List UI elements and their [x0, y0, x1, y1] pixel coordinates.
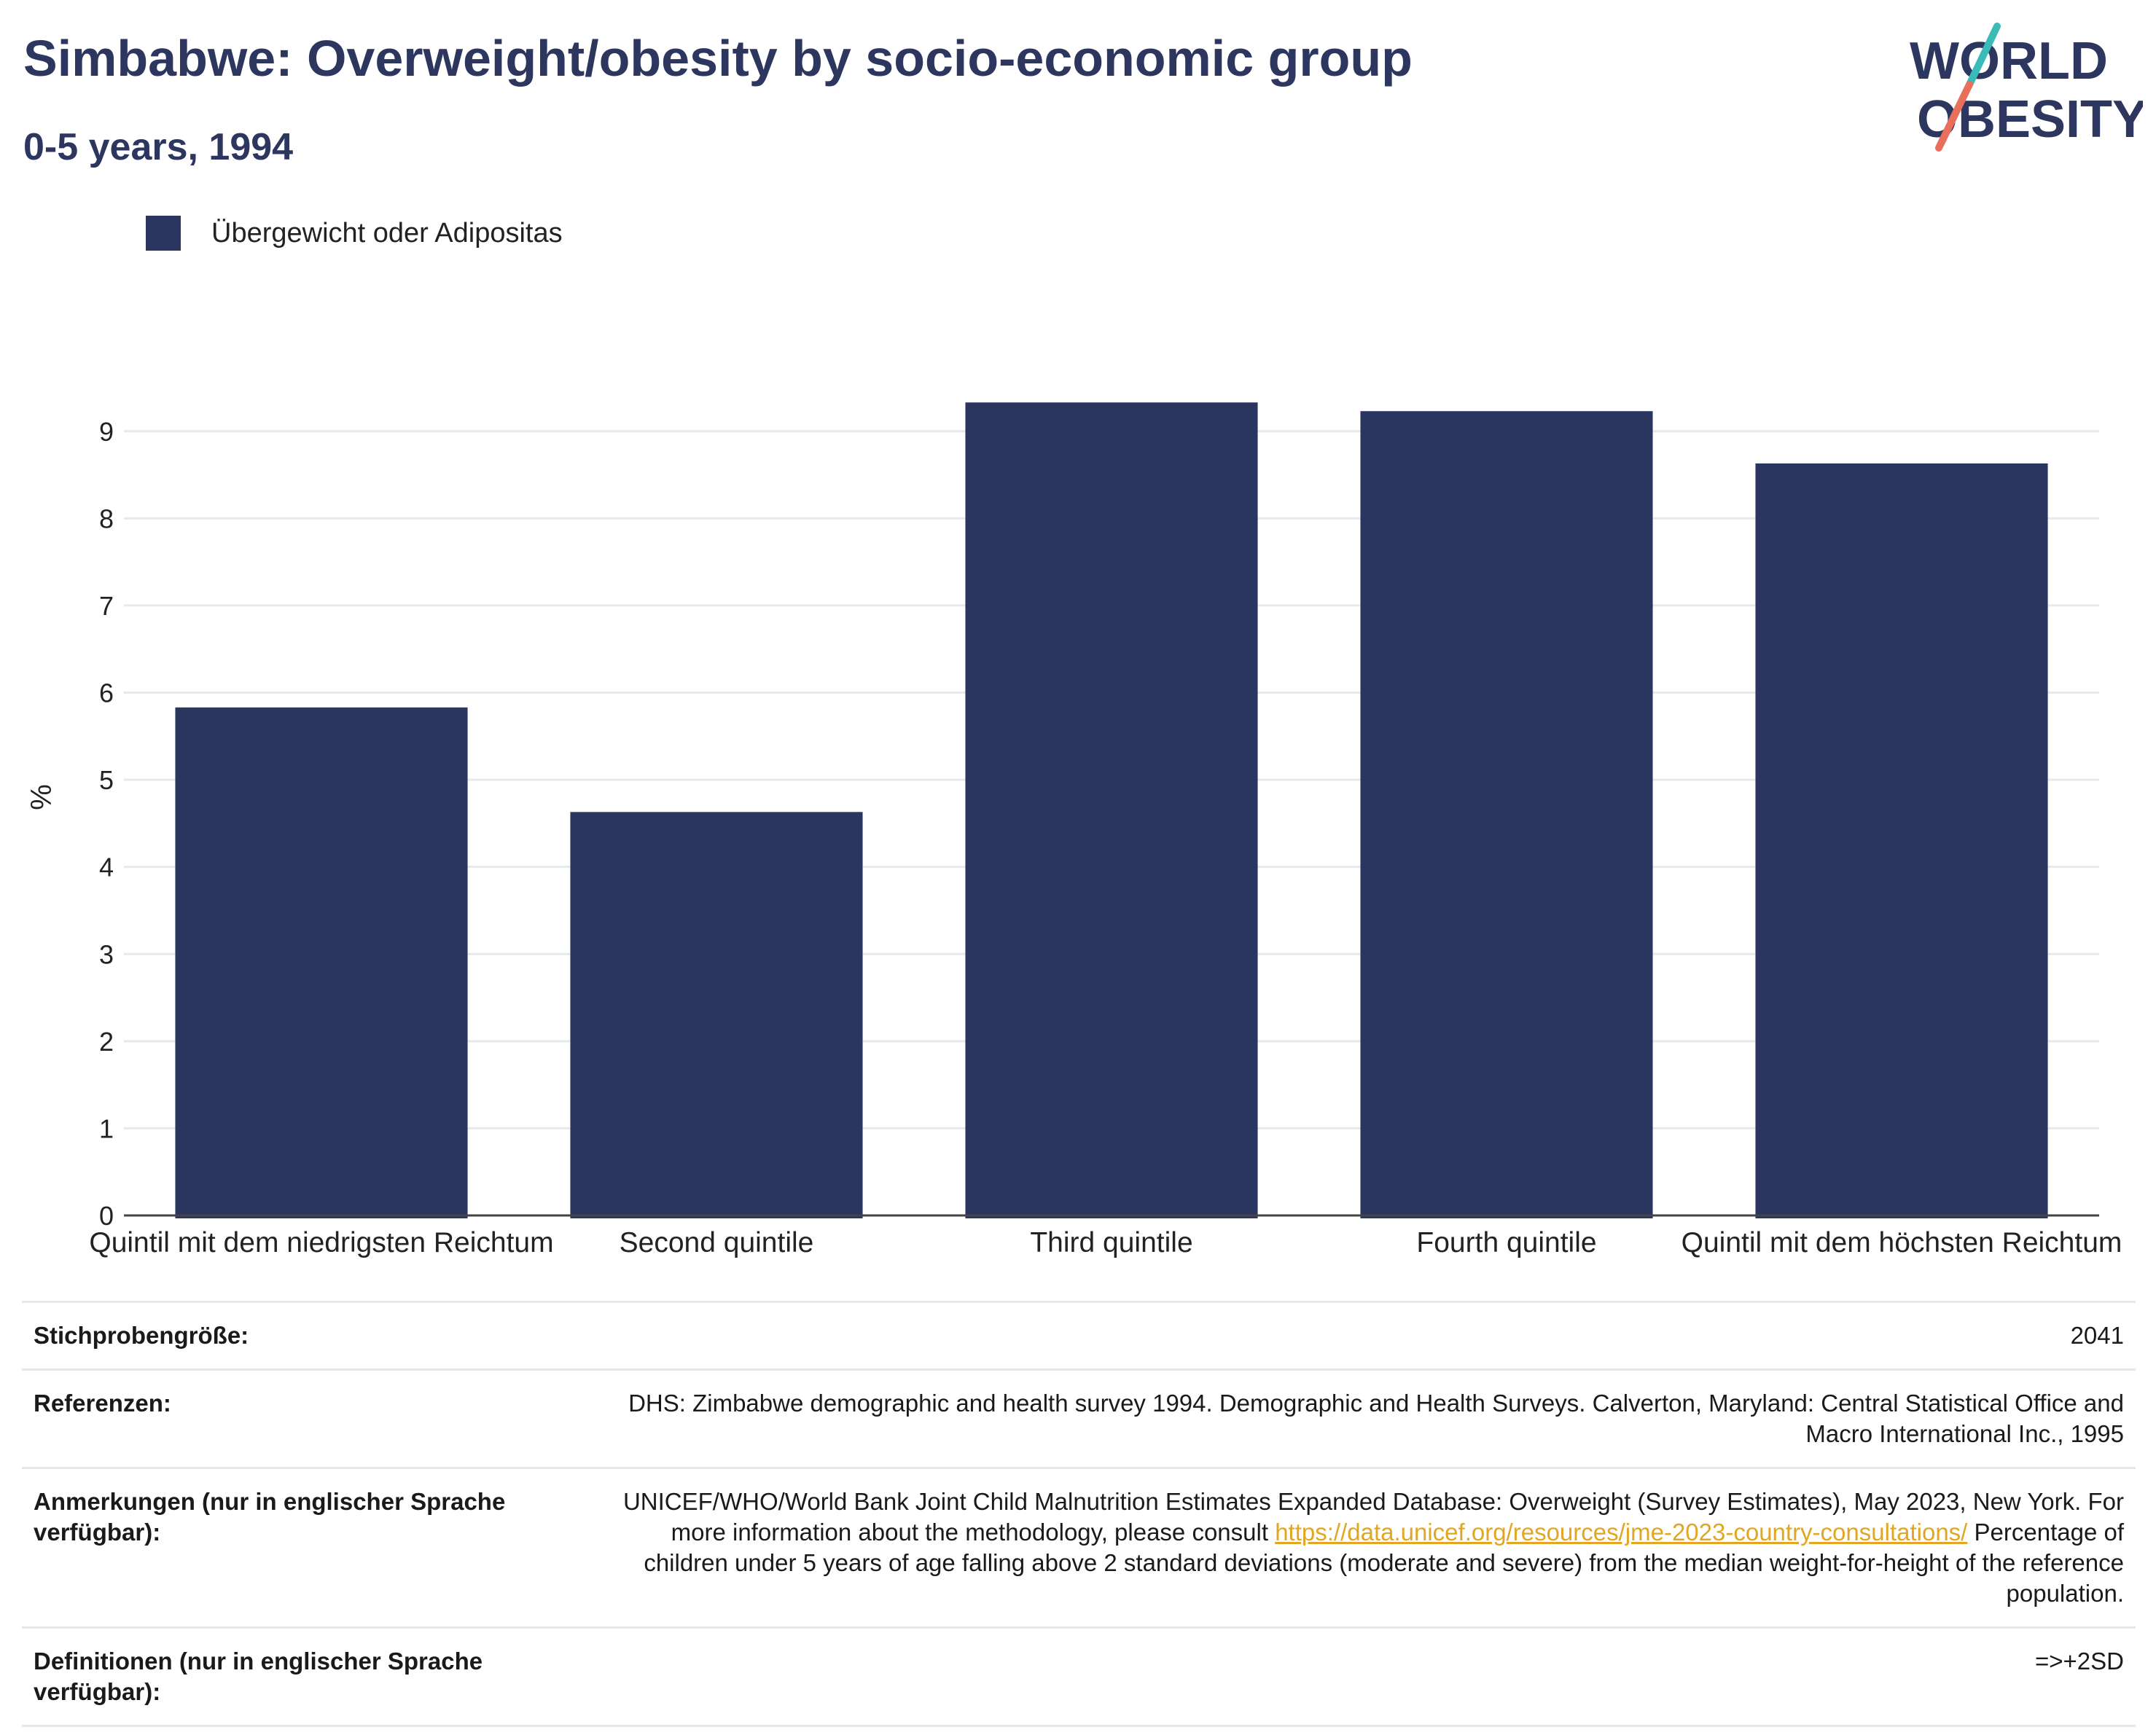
sample-size-label: Stichprobengröße:: [34, 1322, 249, 1349]
footer-row-sample: Stichprobengröße: 2041: [22, 1301, 2136, 1368]
bar-chart: 0 1 2 3 4 5 6 7 8 9% Quintil mit dem niedrigsten R…: [26, 402, 2122, 1258]
x-tick-label: Third quintile: [1030, 1227, 1192, 1258]
y-tick-label: 2: [99, 1027, 114, 1057]
x-tick-label: Quintil mit dem niedrigsten Reichtum: [89, 1227, 553, 1258]
y-tick-label: 4: [99, 853, 114, 882]
notes-label: Anmerkungen (nur in englischer Sprache v…: [34, 1488, 506, 1546]
y-tick-label: 3: [99, 939, 114, 969]
chart-subtitle: 0-5 years, 1994: [23, 126, 294, 168]
footer-row-definitions: Definitionen (nur in englischer Sprache …: [22, 1626, 2136, 1727]
chart-title: Simbabwe: Overweight/obesity by socio-ec…: [23, 30, 1413, 87]
footer-row-references: Referenzen: DHS: Zimbabwe demographic an…: [22, 1368, 2136, 1467]
logo-stroke-teal: [1966, 23, 2001, 88]
references-value: DHS: Zimbabwe demographic and health sur…: [628, 1390, 2124, 1447]
y-tick-label: 8: [99, 504, 114, 533]
bar: [1755, 463, 2048, 1218]
bar: [1360, 411, 1653, 1218]
legend-swatch: [146, 216, 181, 251]
y-tick-label: 5: [99, 765, 114, 795]
world-obesity-logo[interactable]: WORLD OBESITY: [1902, 20, 2143, 159]
logo-line1: WORLD: [1910, 32, 2108, 90]
legend-label: Übergewicht oder Adipositas: [211, 217, 563, 248]
references-label: Referenzen:: [34, 1390, 171, 1417]
y-tick-label: 1: [99, 1113, 114, 1143]
sample-size-value: 2041: [2070, 1322, 2124, 1349]
notes-text: UNICEF/WHO/World Bank Joint Child Malnut…: [622, 1488, 2124, 1546]
info-table: Stichprobengröße: 2041 Referenzen: DHS: …: [22, 1301, 2136, 1727]
y-tick-label: 6: [99, 678, 114, 708]
y-tick-label: 0: [99, 1201, 114, 1231]
x-tick-label: Second quintile: [620, 1227, 814, 1258]
bar: [570, 812, 863, 1218]
logo-stroke-coral: [1935, 81, 1973, 152]
y-tick-label: 7: [99, 591, 114, 621]
y-axis-label: %: [26, 784, 58, 810]
methodology-link[interactable]: https://data.unicef.org/resources/jme-20…: [1275, 1519, 1968, 1546]
definitions-label: Definitionen (nur in englischer Sprache …: [34, 1648, 483, 1705]
x-tick-label: Quintil mit dem höchsten Reichtum: [1682, 1227, 2122, 1258]
bar: [175, 707, 468, 1218]
notes-text-after: Percentage of children under 5 years of …: [644, 1519, 2124, 1607]
legend[interactable]: Übergewicht oder Adipositas: [146, 216, 563, 251]
definitions-value: =>+2SD: [2034, 1648, 2124, 1675]
y-tick-label: 9: [99, 417, 114, 447]
notes-value: UNICEF/WHO/World Bank Joint Child Malnut…: [622, 1487, 2124, 1609]
bar: [965, 402, 1258, 1218]
x-tick-label: Fourth quintile: [1416, 1227, 1596, 1258]
footer-row-notes: Anmerkungen (nur in englischer Sprache v…: [22, 1467, 2136, 1626]
